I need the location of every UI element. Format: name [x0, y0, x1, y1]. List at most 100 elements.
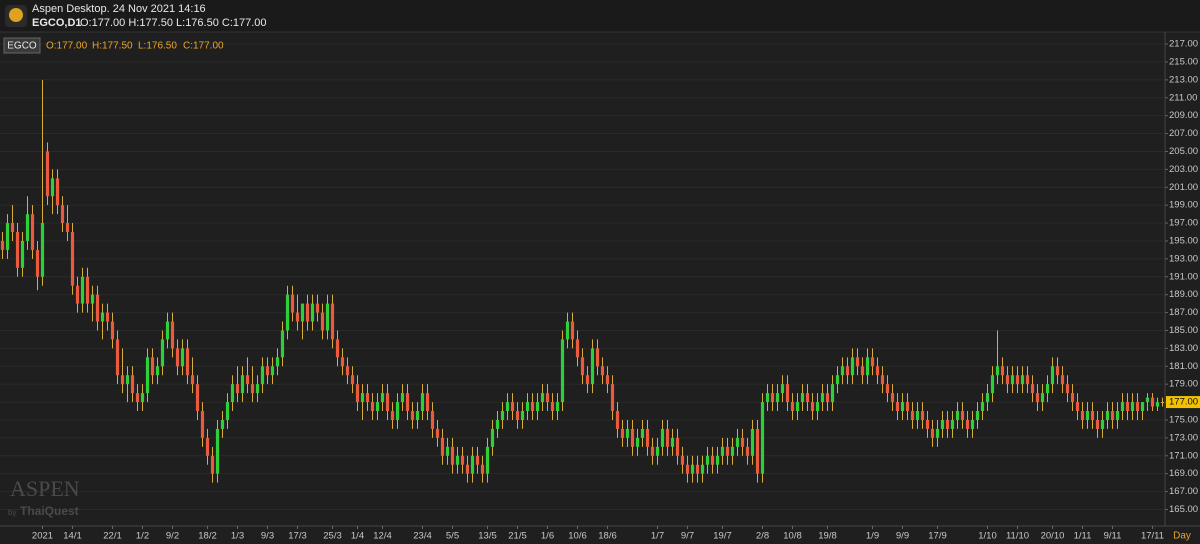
candle-body	[435, 428, 440, 438]
x-tick-label: 9/2	[166, 531, 179, 542]
candle-body	[10, 223, 15, 233]
candle-body	[245, 375, 250, 385]
candle-body	[850, 357, 855, 376]
candle-body	[210, 455, 215, 474]
candle-body	[125, 375, 130, 385]
candle-body	[370, 402, 375, 412]
candle-body	[740, 437, 745, 447]
candle-body	[710, 455, 715, 465]
candle-body	[410, 411, 415, 420]
candle-body	[755, 428, 760, 474]
candle-body	[920, 411, 925, 420]
candle-body	[640, 428, 645, 438]
candle-body	[555, 402, 560, 412]
candle-body	[715, 455, 720, 465]
candle-body	[185, 348, 190, 376]
candle-body	[1105, 411, 1110, 420]
candle-body	[55, 178, 60, 206]
y-tick-label: 183.00	[1169, 343, 1198, 354]
candle-body	[455, 455, 460, 465]
candle-body	[90, 294, 95, 304]
candle-body	[825, 393, 830, 403]
candle-body	[130, 375, 135, 394]
y-tick-label: 191.00	[1169, 271, 1198, 282]
candle-body	[225, 402, 230, 420]
candle-body	[670, 437, 675, 447]
candle-body	[425, 393, 430, 412]
candle-body	[1115, 411, 1120, 420]
candle-body	[735, 437, 740, 447]
candle-body	[635, 437, 640, 447]
candle-body	[985, 393, 990, 403]
candle-body	[800, 393, 805, 403]
candle-body	[965, 419, 970, 429]
candle-body	[1045, 384, 1050, 394]
candle-body	[1095, 419, 1100, 429]
x-tick-label: 25/3	[323, 531, 342, 542]
candle-body	[690, 464, 695, 474]
x-tick-label: 2021	[32, 531, 53, 542]
candle-body	[190, 375, 195, 385]
candle-body	[175, 348, 180, 367]
candle-body	[1075, 402, 1080, 412]
candle-body	[330, 303, 335, 340]
candle-body	[240, 375, 245, 394]
candle-body	[30, 214, 35, 250]
x-tick-label: 9/11	[1104, 531, 1122, 542]
candle-body	[615, 411, 620, 429]
y-tick-label: 203.00	[1169, 164, 1198, 175]
candle-body	[570, 321, 575, 340]
candle-body	[725, 446, 730, 456]
candle-body	[895, 402, 900, 412]
candle-body	[215, 428, 220, 474]
x-tick-label: 19/8	[818, 531, 837, 542]
y-tick-label: 173.00	[1169, 432, 1198, 443]
y-tick-label: 195.00	[1169, 235, 1198, 246]
x-tick-label: 22/1	[103, 531, 122, 542]
candle-body	[1150, 397, 1155, 407]
candle-body	[160, 339, 165, 367]
candle-body	[485, 446, 490, 474]
header-bar	[0, 0, 1200, 32]
candle-body	[355, 384, 360, 403]
candle-body	[375, 402, 380, 412]
candle-body	[1100, 419, 1105, 429]
candle-body	[530, 402, 535, 412]
candle-body	[935, 428, 940, 438]
x-tick-label: 21/5	[508, 531, 527, 542]
candle-body	[925, 419, 930, 429]
candle-body	[400, 393, 405, 403]
candle-body	[655, 446, 660, 456]
candle-body	[465, 464, 470, 474]
candle-body	[520, 411, 525, 420]
candle-body	[1035, 393, 1040, 403]
candle-body	[830, 384, 835, 403]
candle-body	[230, 384, 235, 403]
x-tick-label: 1/2	[136, 531, 149, 542]
x-tick-label: 17/3	[288, 531, 307, 542]
candle-body	[705, 455, 710, 465]
candle-body	[450, 446, 455, 465]
candle-body	[955, 411, 960, 420]
candle-body	[380, 393, 385, 403]
x-tick-label: 12/4	[373, 531, 392, 542]
candle-body	[1025, 375, 1030, 385]
candle-body	[340, 357, 345, 367]
candle-body	[805, 393, 810, 403]
candle-body	[315, 303, 320, 313]
candle-body	[1040, 393, 1045, 403]
candle-body	[345, 366, 350, 376]
candle-body	[945, 419, 950, 429]
candle-body	[275, 357, 280, 367]
candle-body	[305, 303, 310, 322]
x-tick-label: 14/1	[63, 531, 82, 542]
candle-body	[1140, 402, 1145, 412]
candle-body	[870, 357, 875, 367]
candle-body	[265, 366, 270, 376]
candle-body	[1070, 393, 1075, 403]
x-tick-label: 23/4	[413, 531, 432, 542]
logo-mark	[9, 8, 23, 22]
candle-body	[780, 384, 785, 394]
candle-body	[45, 151, 50, 197]
